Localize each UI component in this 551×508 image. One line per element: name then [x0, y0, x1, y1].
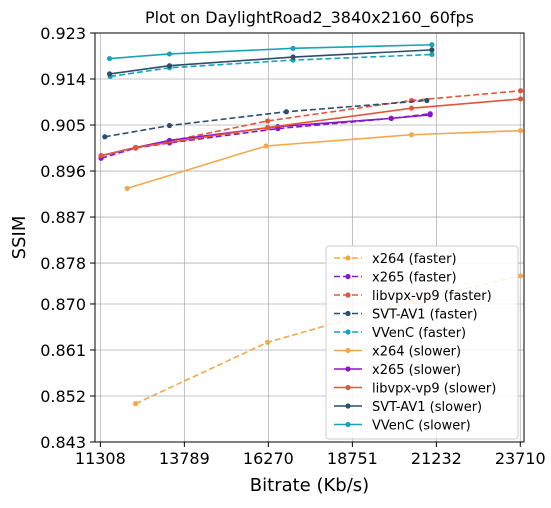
series-point: [102, 134, 108, 140]
y-tick-label: 0.905: [40, 116, 86, 135]
series-point: [429, 47, 435, 53]
legend-label: VVenC (faster): [372, 326, 466, 341]
series-layer: [98, 42, 524, 407]
legend-marker: [345, 347, 351, 354]
tick-layer: 11308 13789 16270 18751 21232 23710 0.843 0.852…: [40, 24, 546, 468]
series-point: [518, 128, 524, 134]
series-point: [265, 339, 271, 345]
legend-label: SVT-AV1 (faster): [372, 308, 478, 323]
x-tick-label: 21232: [411, 449, 462, 468]
series-point: [518, 96, 524, 102]
legend-marker: [345, 292, 351, 298]
y-tick-label: 0.887: [40, 208, 86, 227]
series-point: [290, 54, 296, 60]
series-point: [427, 112, 433, 118]
legend-entry: x265 (slower): [334, 363, 461, 378]
x-tick-label: 18751: [327, 449, 378, 468]
series-point: [265, 118, 271, 124]
legend-marker: [345, 329, 351, 335]
series-point: [124, 185, 130, 192]
series-point: [408, 105, 415, 111]
y-tick-label: 0.843: [40, 433, 86, 452]
legend: x264 (faster) x265 (faster) libvpx-vp9 (fa…: [325, 245, 519, 440]
x-tick-label: 13789: [159, 449, 210, 468]
legend-entry: libvpx-vp9 (slower): [334, 382, 496, 397]
plot-frame: [94, 32, 525, 443]
series-line: [110, 53, 432, 78]
legend-label: libvpx-vp9 (slower): [372, 382, 496, 397]
series-point: [518, 273, 524, 279]
series-point: [265, 124, 271, 131]
chart-title: Plot on DaylightRoad2_3840x2160_60fps: [145, 8, 474, 28]
y-tick-label: 0.861: [40, 341, 86, 360]
x-tick-label: 16270: [243, 449, 294, 468]
legend-marker: [345, 255, 351, 261]
legend-marker: [345, 384, 351, 391]
series-line: [109, 43, 432, 60]
y-tick-label: 0.870: [40, 295, 86, 314]
y-tick-label: 0.878: [40, 254, 86, 273]
series-line: [126, 129, 521, 190]
y-axis-label: SSIM: [9, 216, 30, 260]
legend-marker: [345, 421, 351, 428]
legend-entry: x264 (slower): [334, 345, 461, 360]
series-point: [166, 51, 173, 57]
legend-label: SVT-AV1 (slower): [372, 400, 482, 415]
legend-marker: [345, 366, 351, 372]
series-point: [133, 401, 139, 407]
series-point: [429, 42, 435, 48]
legend-label: x264 (faster): [372, 252, 457, 267]
x-tick-label: 11308: [75, 449, 126, 468]
series-point: [106, 55, 113, 62]
legend-entry: SVT-AV1 (slower): [334, 400, 482, 415]
series-point: [424, 97, 430, 104]
legend-marker: [345, 403, 351, 409]
series-point: [263, 143, 269, 149]
series-point: [290, 45, 296, 51]
series-line: [104, 99, 427, 138]
legend-label: VVenC (slower): [372, 419, 471, 434]
series-point: [98, 153, 104, 159]
series-point: [429, 51, 435, 58]
legend-label: x265 (slower): [372, 363, 461, 378]
legend-label: x265 (faster): [372, 271, 457, 286]
x-axis-label: Bitrate (Kb/s): [250, 475, 369, 496]
legend-entry: VVenC (faster): [334, 326, 466, 341]
series-line: [109, 49, 432, 75]
legend-box: [325, 245, 519, 440]
legend-entry: SVT-AV1 (faster): [334, 308, 478, 323]
legend-label: x264 (slower): [372, 345, 461, 360]
legend-marker: [345, 310, 351, 317]
legend-entry: VVenC (slower): [334, 419, 471, 434]
y-tick-label: 0.923: [40, 24, 86, 43]
series-point: [166, 63, 173, 69]
series-point: [283, 109, 289, 115]
x-tick-label: 23710: [495, 449, 546, 468]
series-8: [106, 47, 435, 77]
series-point: [106, 71, 113, 77]
y-tick-label: 0.852: [40, 387, 86, 406]
series-point: [133, 144, 139, 151]
legend-entry: x264 (faster): [334, 252, 457, 267]
series-point: [408, 132, 415, 138]
series-line: [135, 89, 521, 149]
series-point: [388, 115, 394, 121]
series-9: [106, 42, 435, 62]
legend-label: libvpx-vp9 (faster): [372, 289, 492, 304]
series-5: [124, 128, 524, 192]
series-point: [166, 122, 173, 129]
series-point: [518, 88, 524, 94]
series-7: [98, 96, 524, 159]
legend-entry: x265 (faster): [334, 271, 457, 286]
series-3: [102, 97, 430, 140]
legend-marker: [345, 273, 351, 280]
y-tick-label: 0.914: [40, 70, 86, 89]
legend-entry: libvpx-vp9 (faster): [334, 289, 492, 304]
y-tick-label: 0.896: [40, 162, 86, 181]
